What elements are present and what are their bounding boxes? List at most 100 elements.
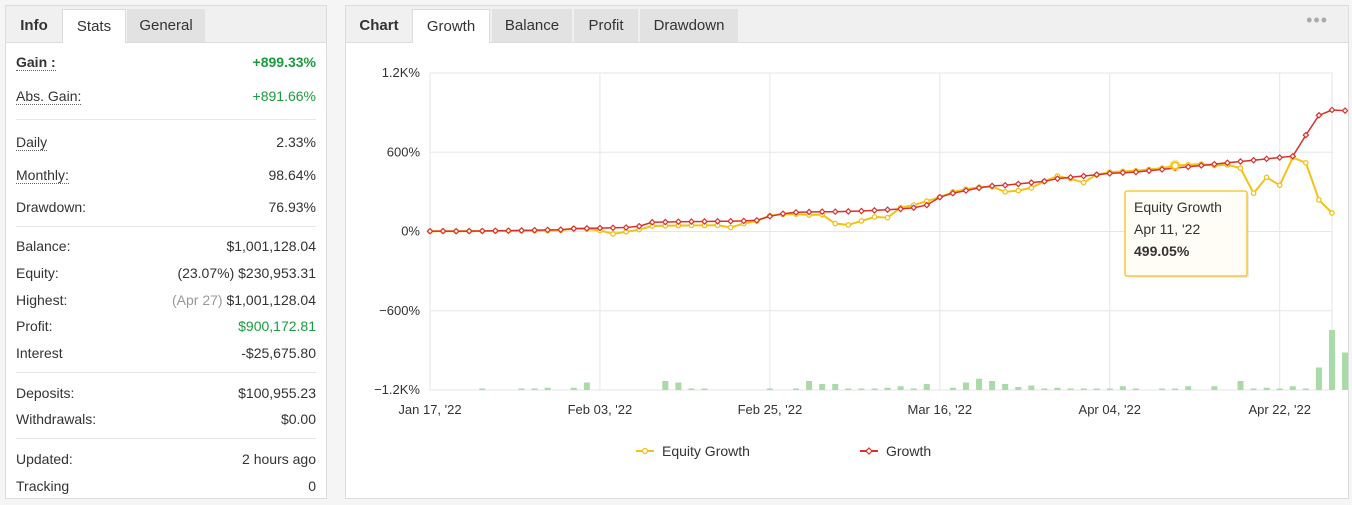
growth-point[interactable] [622,224,630,231]
growth-point[interactable] [583,224,591,232]
growth-point[interactable] [792,208,800,216]
growth-point[interactable] [1054,175,1061,183]
growth-point[interactable] [426,227,434,235]
gain-label[interactable]: Gain : [16,54,56,71]
growth-point[interactable] [557,226,565,234]
growth-point[interactable] [753,216,761,224]
growth-point[interactable] [988,182,996,190]
tab-drawdown[interactable]: Drawdown [640,9,738,42]
tab-growth[interactable]: Growth [412,9,490,43]
growth-point[interactable] [661,218,669,226]
growth-point[interactable] [844,207,852,215]
equity-growth-point[interactable] [1303,159,1309,166]
equity-growth-point[interactable] [1015,187,1022,194]
growth-point[interactable] [1001,181,1009,189]
growth-point[interactable] [701,218,708,225]
tab-info[interactable]: Info [20,17,48,34]
growth-point[interactable] [857,207,865,215]
growth-point[interactable] [884,206,891,214]
growth-point[interactable] [518,226,525,234]
equity-growth-point[interactable] [845,222,852,228]
equity-growth-point[interactable] [1263,174,1270,181]
growth-point[interactable] [897,205,905,213]
equity-growth-point[interactable] [871,214,878,220]
growth-point[interactable] [531,226,539,234]
equity-growth-point[interactable] [1276,182,1283,189]
tab-general[interactable]: General [127,9,205,42]
daily-label[interactable]: Daily [16,134,48,151]
growth-point[interactable] [910,204,918,212]
growth-point[interactable] [491,227,499,235]
equity-growth-point[interactable] [1250,190,1257,197]
growth-point[interactable] [674,218,682,226]
ellipsis-icon[interactable]: ••• [1306,10,1328,30]
growth-point[interactable] [714,217,722,225]
tab-profit[interactable]: Profit [574,9,638,42]
growth-point[interactable] [596,224,604,232]
growth-point[interactable] [1197,162,1205,169]
equity-growth-point[interactable] [1329,210,1335,216]
equity-growth-point[interactable] [858,218,865,224]
growth-point[interactable] [766,212,774,220]
growth-point[interactable] [1315,111,1323,119]
growth-point[interactable] [1027,179,1035,187]
growth-point[interactable] [727,217,735,225]
growth-point[interactable] [1276,154,1284,161]
legend-item[interactable]: Equity Growth [662,443,750,459]
equity-growth-point[interactable] [610,231,616,237]
growth-point[interactable] [1250,156,1258,164]
growth-point[interactable] [478,227,486,235]
growth-point[interactable] [1237,158,1244,165]
chart-legend[interactable]: Equity Growth Growth [636,443,931,459]
legend-item[interactable]: Growth [886,443,931,459]
growth-point[interactable] [1067,173,1074,181]
growth-point[interactable] [1302,131,1310,139]
equity-growth-point[interactable] [727,224,734,231]
growth-point[interactable] [544,226,552,234]
growth-point[interactable] [975,184,983,192]
growth-point[interactable] [962,187,970,195]
growth-point[interactable] [439,227,447,235]
equity-growth-point[interactable] [1237,165,1244,171]
growth-point[interactable] [740,217,748,225]
monthly-label[interactable]: Monthly: [16,167,69,184]
growth-point[interactable] [465,227,473,235]
equity-growth-point[interactable] [1316,196,1322,203]
growth-point[interactable] [936,193,944,201]
equity-growth-point[interactable] [1080,179,1087,186]
growth-point[interactable] [1263,155,1271,163]
growth-point[interactable] [1080,172,1088,180]
equity-growth-point[interactable] [832,220,839,227]
tab-stats[interactable]: Stats [62,9,126,43]
growth-point[interactable] [1184,163,1192,171]
growth-point[interactable] [635,222,643,230]
growth-point[interactable] [1093,171,1101,179]
growth-point[interactable] [1289,152,1297,160]
growth-point[interactable] [831,208,839,216]
growth-point[interactable] [871,206,878,214]
growth-point[interactable] [1132,168,1140,176]
growth-point[interactable] [1223,159,1231,167]
equity-growth-point[interactable] [1028,185,1035,191]
growth-point[interactable] [818,208,826,216]
growth-point[interactable] [1119,169,1127,177]
tab-balance[interactable]: Balance [492,9,572,42]
abs-gain-label[interactable]: Abs. Gain: [16,88,82,105]
growth-point[interactable] [688,218,695,226]
growth-point[interactable] [452,227,460,235]
growth-point[interactable] [1014,180,1022,188]
growth-point[interactable] [1106,169,1114,177]
growth-point[interactable] [609,224,617,232]
growth-point[interactable] [1210,160,1218,168]
growth-point[interactable] [648,218,656,226]
growth-point[interactable] [1040,177,1048,185]
growth-point[interactable] [923,201,931,209]
growth-point[interactable] [1145,167,1153,175]
growth-point[interactable] [570,225,578,233]
growth-point[interactable] [1158,165,1166,173]
growth-point[interactable] [1341,107,1348,115]
equity-growth-point[interactable] [1002,189,1009,195]
growth-point[interactable] [504,227,512,235]
growth-point[interactable] [805,208,813,216]
equity-growth-point[interactable] [884,214,891,221]
